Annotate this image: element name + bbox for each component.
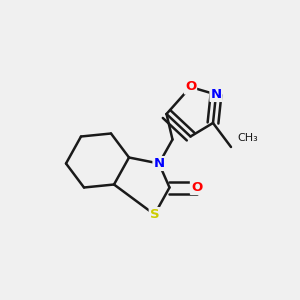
Text: O: O	[191, 181, 202, 194]
Text: N: N	[210, 88, 222, 101]
Text: O: O	[185, 80, 196, 94]
Text: CH₃: CH₃	[237, 133, 258, 143]
Text: S: S	[150, 208, 159, 221]
Text: N: N	[153, 157, 165, 170]
